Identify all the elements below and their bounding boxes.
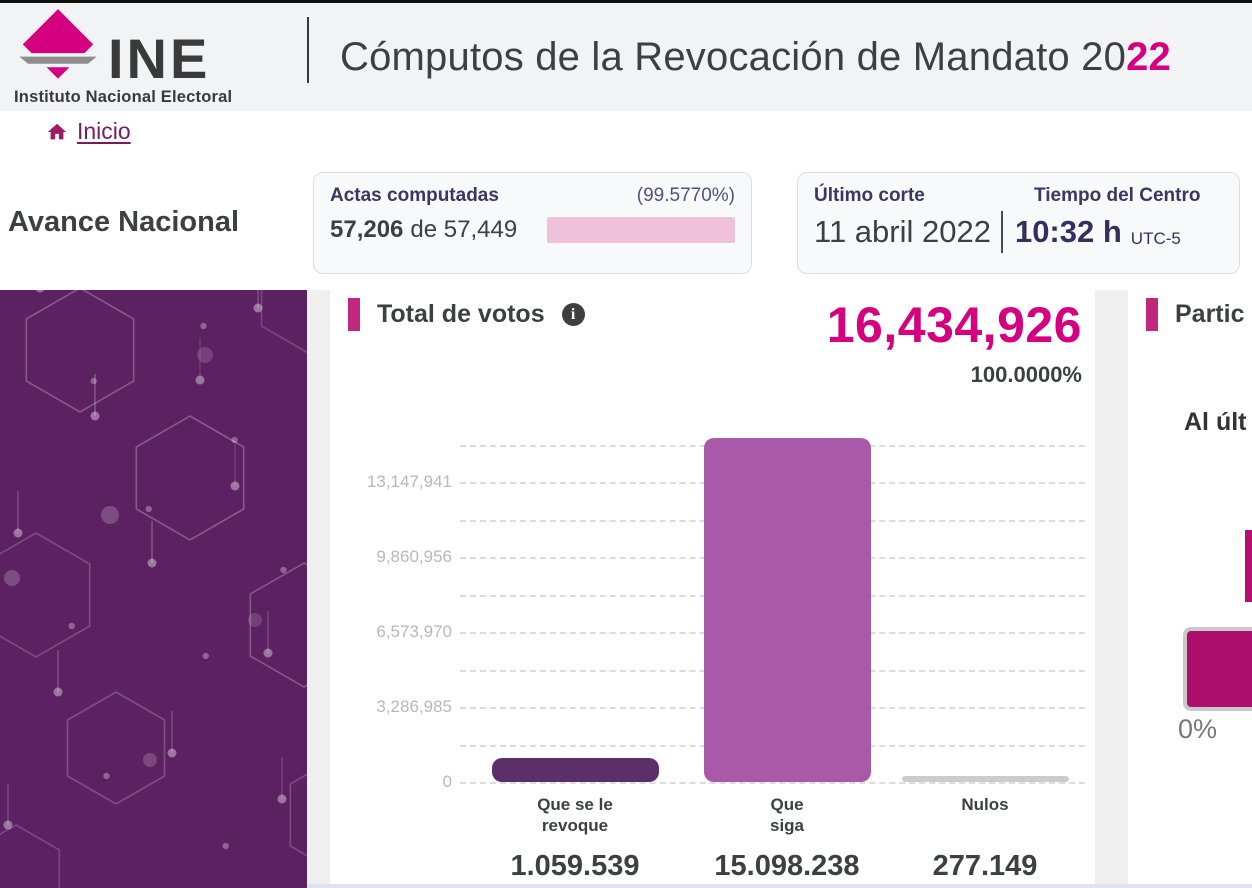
y-axis-tick: 13,147,941 bbox=[366, 472, 452, 492]
vote-chart-plot: 0 3,286,985 6,573,970 9,860,956 13,147,941 bbox=[367, 438, 1085, 791]
chart-bar-2[interactable] bbox=[901, 775, 1069, 782]
participacion-gauge-zero-label: 0% bbox=[1178, 714, 1218, 744]
y-axis-tick: 9,860,956 bbox=[376, 547, 452, 567]
actas-total-count: de 57,449 bbox=[410, 216, 518, 243]
corte-date: 11 abril 2022 bbox=[814, 214, 991, 249]
corte-time: 10:32 h bbox=[1014, 214, 1122, 249]
x-axis-label-2: Nulos bbox=[961, 795, 1009, 814]
home-icon bbox=[47, 123, 67, 139]
y-axis-tick: 0 bbox=[442, 772, 452, 791]
bottom-divider bbox=[307, 884, 1252, 888]
bar-value-label-0: 1.059.539 bbox=[510, 850, 640, 882]
chart-bar-1[interactable] bbox=[703, 438, 871, 782]
actas-computed-count: 57,206 bbox=[330, 216, 404, 243]
votes-total-percent: 100.0000% bbox=[970, 362, 1082, 387]
ine-logo-subtitle: Instituto Nacional Electoral bbox=[14, 88, 233, 106]
votes-title: Total de votos bbox=[377, 300, 545, 328]
ine-logo-text: INE bbox=[108, 26, 211, 90]
timezone-label: Tiempo del Centro bbox=[1034, 185, 1201, 206]
decorative-hex-panel bbox=[0, 290, 307, 888]
header-divider bbox=[307, 17, 309, 83]
total-votos-card: Total de votos i 16,434,926 100.0000% 0 3… bbox=[330, 290, 1095, 888]
page-title-main: Cómputos de la Revocación de Mandato 20 bbox=[340, 34, 1127, 79]
y-axis-tick: 6,573,970 bbox=[376, 622, 452, 642]
chart-bar-0[interactable] bbox=[491, 757, 659, 782]
ultimo-corte-card: Último corte Tiempo del Centro 11 abril … bbox=[797, 172, 1240, 274]
votes-total-number: 16,434,926 bbox=[826, 297, 1082, 353]
header-bar: INE Instituto Nacional Electoral Cómputo… bbox=[0, 3, 1252, 111]
actas-computadas-card: Actas computadas (99.5770%) 57,206 de 57… bbox=[313, 172, 752, 274]
ine-logo: INE Instituto Nacional Electoral bbox=[14, 9, 232, 107]
votes-accent-bar bbox=[348, 298, 360, 331]
ine-logo-icon bbox=[19, 9, 97, 79]
actas-percent: (99.5770%) bbox=[636, 185, 735, 206]
participacion-gauge-start bbox=[1183, 627, 1252, 711]
hex-pattern-svg bbox=[0, 290, 307, 888]
participacion-gauge-fragment bbox=[1245, 530, 1252, 602]
breadcrumb: Inicio bbox=[45, 118, 131, 145]
participacion-accent-bar bbox=[1146, 298, 1158, 331]
participacion-subtitle: Al últ bbox=[1184, 408, 1247, 436]
info-icon[interactable]: i bbox=[561, 303, 585, 326]
corte-utc-offset: UTC-5 bbox=[1130, 229, 1181, 248]
bar-value-label-1: 15.098.238 bbox=[714, 850, 860, 882]
corte-label: Último corte bbox=[814, 185, 925, 206]
section-title: Avance Nacional bbox=[8, 206, 240, 238]
participacion-card: Partic Al últ 0% bbox=[1128, 290, 1252, 888]
x-axis-label-0: Que se le revoque bbox=[537, 795, 613, 836]
participacion-title: Partic bbox=[1175, 300, 1245, 328]
top-border bbox=[0, 0, 1252, 3]
gridline bbox=[460, 782, 1085, 784]
breadcrumb-home-link[interactable]: Inicio bbox=[77, 118, 131, 144]
actas-progress-bar bbox=[547, 217, 735, 243]
page-title: Cómputos de la Revocación de Mandato 20 2… bbox=[340, 3, 1171, 111]
x-axis-label-1: Que siga bbox=[769, 795, 805, 836]
corte-divider bbox=[1000, 211, 1003, 253]
bar-value-label-2: 277.149 bbox=[932, 850, 1038, 882]
actas-label: Actas computadas bbox=[330, 185, 499, 206]
page-title-accent: 22 bbox=[1126, 34, 1171, 79]
y-axis-tick: 3,286,985 bbox=[376, 697, 452, 717]
